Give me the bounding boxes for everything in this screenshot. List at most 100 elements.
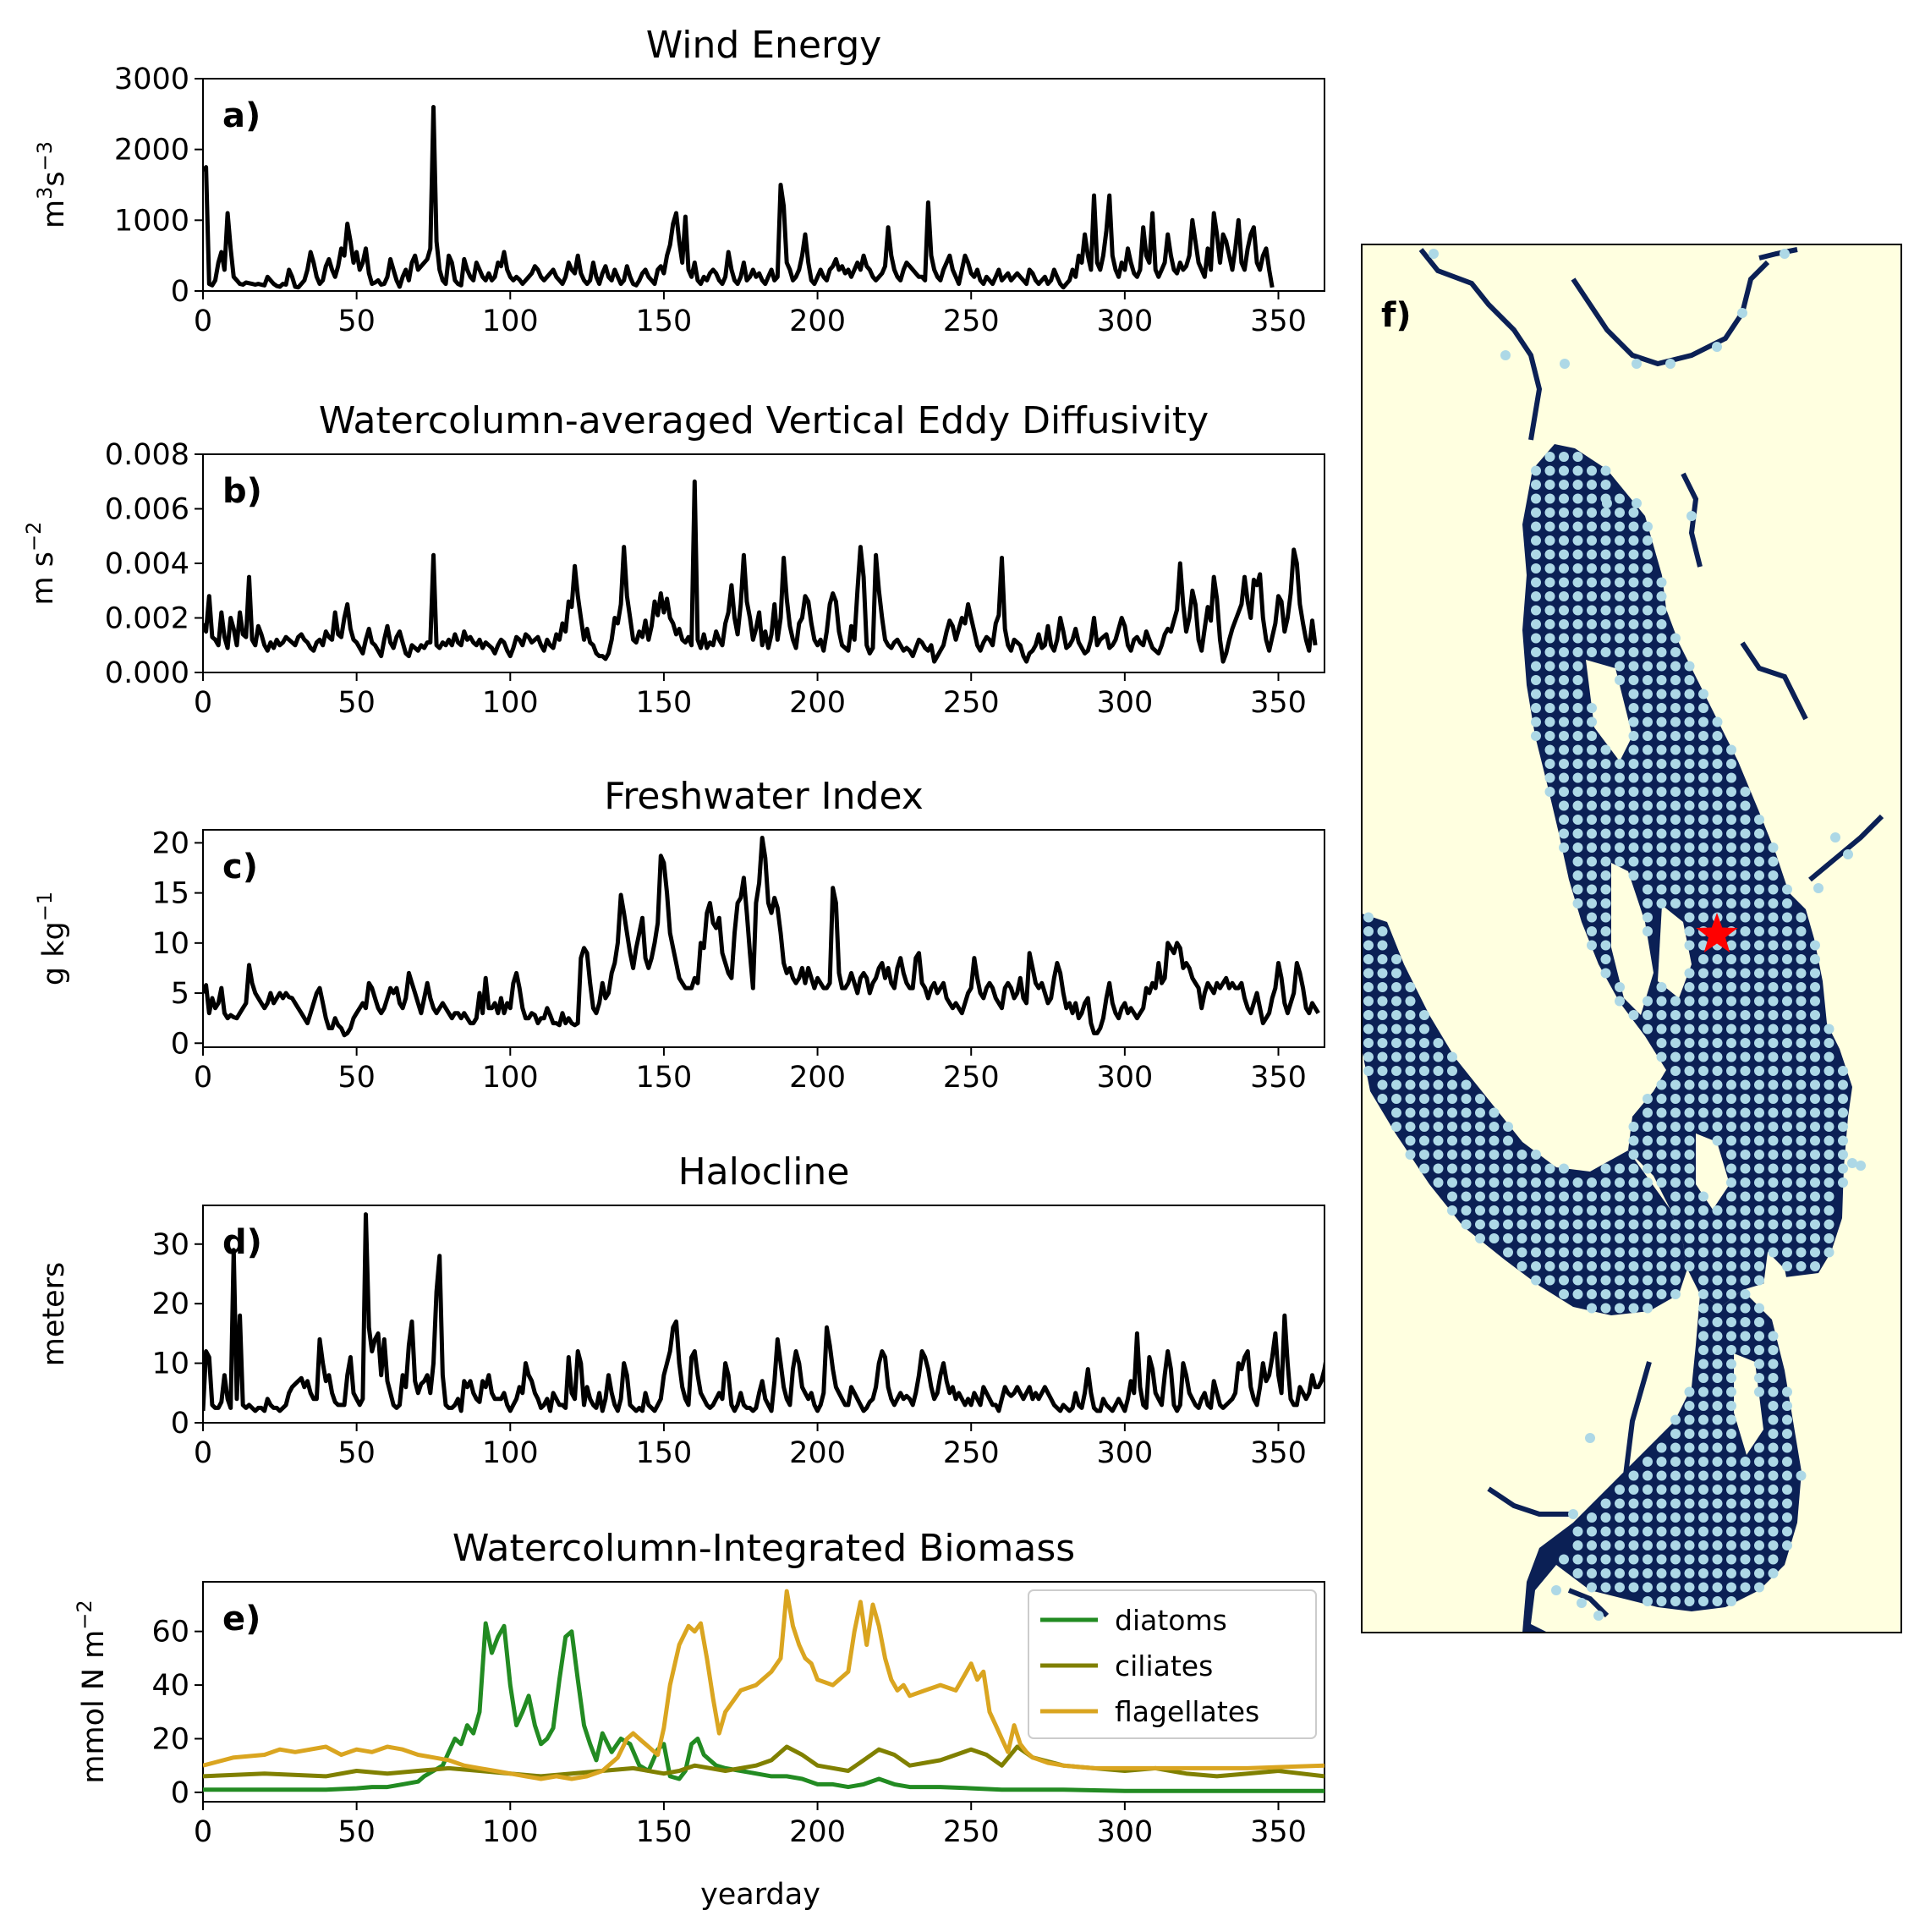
station-dot xyxy=(1587,1247,1597,1258)
station-dot xyxy=(1559,787,1569,797)
station-dot xyxy=(1544,591,1555,601)
station-dot xyxy=(1572,661,1583,672)
station-dot xyxy=(1768,1024,1779,1035)
station-dot xyxy=(1656,1135,1667,1146)
station-dot xyxy=(1447,1163,1457,1174)
station-dot xyxy=(1615,1289,1625,1299)
station-dot xyxy=(1726,1024,1736,1035)
station-dot xyxy=(1670,1540,1681,1551)
station-dot xyxy=(1810,1122,1820,1132)
station-dot xyxy=(1754,1122,1764,1132)
station-dot xyxy=(1433,1163,1444,1174)
station-dot xyxy=(1768,1191,1779,1202)
station-dot xyxy=(1726,1429,1736,1439)
station-dot xyxy=(1796,1261,1807,1271)
station-dot xyxy=(1475,1163,1485,1174)
station-dot xyxy=(1656,1596,1667,1606)
station-dot xyxy=(1698,1540,1708,1551)
station-dot xyxy=(1560,359,1570,369)
station-dot xyxy=(1824,1177,1835,1188)
station-dot xyxy=(1684,1177,1695,1188)
station-dot xyxy=(1754,1275,1764,1286)
station-dot xyxy=(1768,1345,1779,1355)
station-dot xyxy=(1782,1010,1792,1020)
station-dot xyxy=(1712,1219,1723,1230)
station-dot xyxy=(1615,1498,1625,1509)
station-dot xyxy=(1544,661,1555,672)
y-tick-label: 20 xyxy=(151,1722,189,1756)
station-dot xyxy=(1643,703,1653,713)
station-dot xyxy=(1656,647,1667,657)
station-dot xyxy=(1726,1582,1736,1593)
station-dot xyxy=(1405,1122,1416,1132)
station-dot xyxy=(1782,1485,1792,1495)
station-dot xyxy=(1615,549,1625,560)
station-dot xyxy=(1643,800,1653,811)
station-dot xyxy=(1643,1275,1653,1286)
station-dot xyxy=(1754,1317,1764,1327)
station-dot xyxy=(1531,1219,1541,1230)
station-dot xyxy=(1405,1066,1416,1076)
station-dot xyxy=(1628,1275,1639,1286)
station-dot xyxy=(1656,591,1667,601)
station-dot xyxy=(1447,1150,1457,1160)
station-dot xyxy=(1419,1094,1429,1104)
station-dot xyxy=(1740,1107,1751,1118)
station-dot xyxy=(1810,1010,1820,1020)
station-dot xyxy=(1684,800,1695,811)
station-dot xyxy=(1628,772,1639,783)
station-dot xyxy=(1615,828,1625,839)
station-dot xyxy=(1740,982,1751,992)
station-dot xyxy=(1587,1177,1597,1188)
station-dot xyxy=(1684,828,1695,839)
station-dot xyxy=(1600,605,1611,616)
station-dot xyxy=(1684,731,1695,741)
station-dot xyxy=(1824,1122,1835,1132)
station-dot xyxy=(1559,619,1569,629)
station-dot xyxy=(1726,1470,1736,1481)
station-dot xyxy=(1726,1289,1736,1299)
station-dot xyxy=(1726,1498,1736,1509)
station-dot xyxy=(1754,1540,1764,1551)
station-dot xyxy=(1754,926,1764,936)
legend-label-diatoms: diatoms xyxy=(1115,1604,1227,1637)
station-dot xyxy=(1698,870,1708,881)
x-tick-label: 300 xyxy=(1096,305,1153,338)
station-dot xyxy=(1796,982,1807,992)
station-dot xyxy=(1726,1540,1736,1551)
station-dot xyxy=(1489,1191,1500,1202)
station-dot xyxy=(1824,1150,1835,1160)
station-dot xyxy=(1544,744,1555,755)
station-dot xyxy=(1810,940,1820,951)
station-dot xyxy=(1656,787,1667,797)
station-dot xyxy=(1726,968,1736,979)
station-dot xyxy=(1698,1303,1708,1314)
station-dot xyxy=(1643,1150,1653,1160)
station-dot xyxy=(1810,1135,1820,1146)
station-dot xyxy=(1572,884,1583,895)
station-dot xyxy=(1740,1247,1751,1258)
station-dot xyxy=(1587,1554,1597,1565)
legend-box xyxy=(1028,1589,1317,1739)
station-dot xyxy=(1615,1526,1625,1537)
station-dot xyxy=(1670,1261,1681,1271)
station-dot xyxy=(1824,1051,1835,1062)
station-dot xyxy=(1768,1526,1779,1537)
station-dot xyxy=(1670,1135,1681,1146)
station-dot xyxy=(1615,996,1625,1007)
x-tick-label: 0 xyxy=(194,1061,212,1095)
y-tick-label: 0 xyxy=(171,275,189,309)
station-dot xyxy=(1670,1498,1681,1509)
station-dot xyxy=(1796,1163,1807,1174)
station-dot xyxy=(1587,563,1597,574)
station-dot xyxy=(1363,996,1374,1007)
station-dot xyxy=(1475,1233,1485,1243)
station-dot xyxy=(1656,1526,1667,1537)
station-dot xyxy=(1489,1107,1500,1118)
station-dot xyxy=(1377,954,1388,964)
station-dot xyxy=(1768,996,1779,1007)
station-dot xyxy=(1754,1470,1764,1481)
station-dot xyxy=(1643,759,1653,769)
station-dot xyxy=(1726,1247,1736,1258)
station-dot xyxy=(1461,1107,1472,1118)
